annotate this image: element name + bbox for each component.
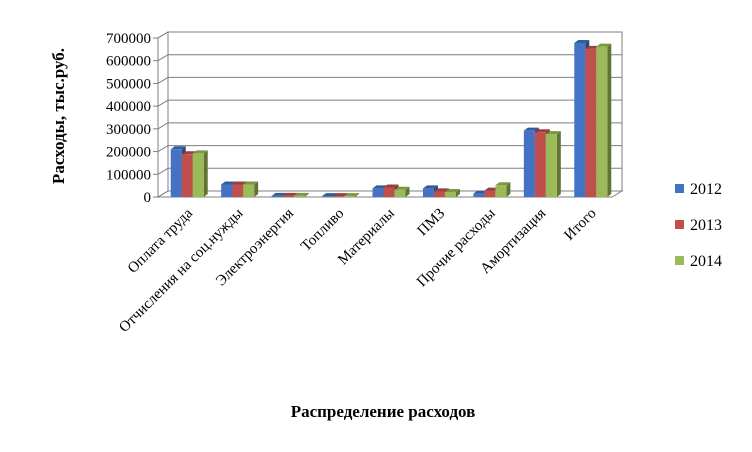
bar <box>243 181 259 197</box>
legend-label: 2012 <box>690 181 722 198</box>
y-tick-label: 400000 <box>106 99 151 115</box>
x-category-label: Итого <box>561 206 599 244</box>
legend-swatch <box>675 184 684 193</box>
gridline <box>157 54 622 62</box>
legend-label: 2013 <box>690 217 722 234</box>
gridline <box>157 145 622 153</box>
y-tick-labels: 0 100000 200000 300000 400000 500000 600000 700… <box>106 31 151 206</box>
legend-label: 2014 <box>690 253 722 270</box>
y-tick-label: 300000 <box>106 122 151 138</box>
bar <box>444 189 460 197</box>
legend: 2012 2013 2014 <box>675 181 722 270</box>
bars-layer <box>170 39 612 198</box>
side-wall <box>157 31 169 198</box>
y-tick-label: 600000 <box>106 54 151 70</box>
legend-swatch <box>675 256 684 265</box>
y-tick-label: 100000 <box>106 167 151 183</box>
y-tick-label: 200000 <box>106 145 151 161</box>
bar <box>293 192 309 197</box>
x-category-label: Топливо <box>298 206 347 255</box>
x-axis-title: Распределение расходов <box>291 402 476 421</box>
gridline <box>157 122 622 130</box>
gridline <box>157 76 622 84</box>
grid-layer <box>153 31 624 198</box>
y-tick-label: 700000 <box>106 31 151 47</box>
x-category-label: ПМЗ <box>415 206 449 240</box>
bar <box>394 186 410 197</box>
gridline <box>157 31 622 39</box>
bar <box>596 43 612 198</box>
bar <box>344 193 360 197</box>
gridline <box>157 99 622 107</box>
bar <box>495 182 511 197</box>
y-tick-label: 500000 <box>106 76 151 92</box>
bar <box>545 131 561 197</box>
y-axis-title: Расходы, тыс.руб. <box>49 48 68 184</box>
gridline <box>157 190 622 198</box>
gridline <box>157 167 622 175</box>
bar <box>192 150 208 197</box>
legend-swatch <box>675 220 684 229</box>
y-tick-label: 0 <box>144 190 152 206</box>
